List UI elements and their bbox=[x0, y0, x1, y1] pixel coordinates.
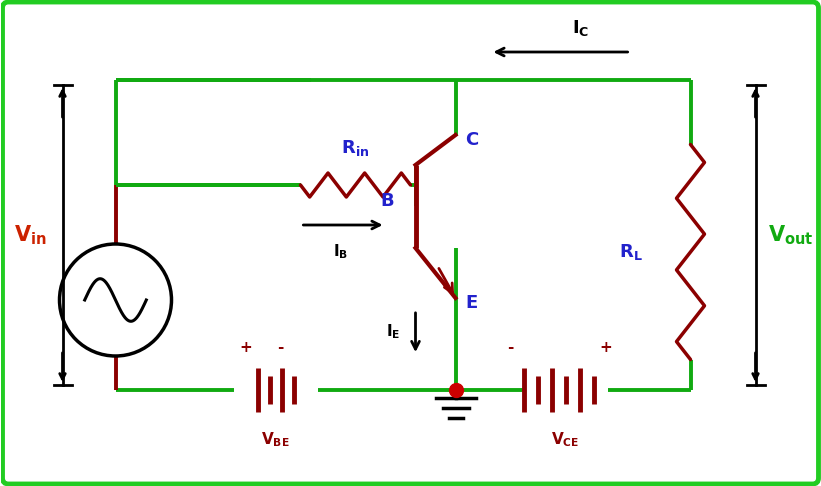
Text: E: E bbox=[466, 294, 478, 312]
Text: +: + bbox=[239, 340, 252, 355]
Text: $\mathbf{R_L}$: $\mathbf{R_L}$ bbox=[619, 242, 643, 262]
Text: $\mathbf{I_E}$: $\mathbf{I_E}$ bbox=[386, 323, 401, 341]
Text: $\mathbf{V_{BE}}$: $\mathbf{V_{BE}}$ bbox=[261, 430, 290, 449]
Text: -: - bbox=[507, 340, 514, 355]
Text: $\mathbf{V_{in}}$: $\mathbf{V_{in}}$ bbox=[14, 223, 47, 247]
Text: -: - bbox=[277, 340, 284, 355]
Text: C: C bbox=[466, 131, 479, 149]
Text: $\mathbf{I_B}$: $\mathbf{I_B}$ bbox=[333, 242, 348, 260]
Text: $\mathbf{V_{CE}}$: $\mathbf{V_{CE}}$ bbox=[552, 430, 580, 449]
Text: $\mathbf{V_{out}}$: $\mathbf{V_{out}}$ bbox=[768, 223, 814, 247]
Text: B: B bbox=[380, 192, 393, 210]
Text: $\mathbf{I_C}$: $\mathbf{I_C}$ bbox=[572, 18, 589, 38]
Text: +: + bbox=[599, 340, 612, 355]
Text: $\mathbf{R_{in}}$: $\mathbf{R_{in}}$ bbox=[342, 138, 369, 158]
